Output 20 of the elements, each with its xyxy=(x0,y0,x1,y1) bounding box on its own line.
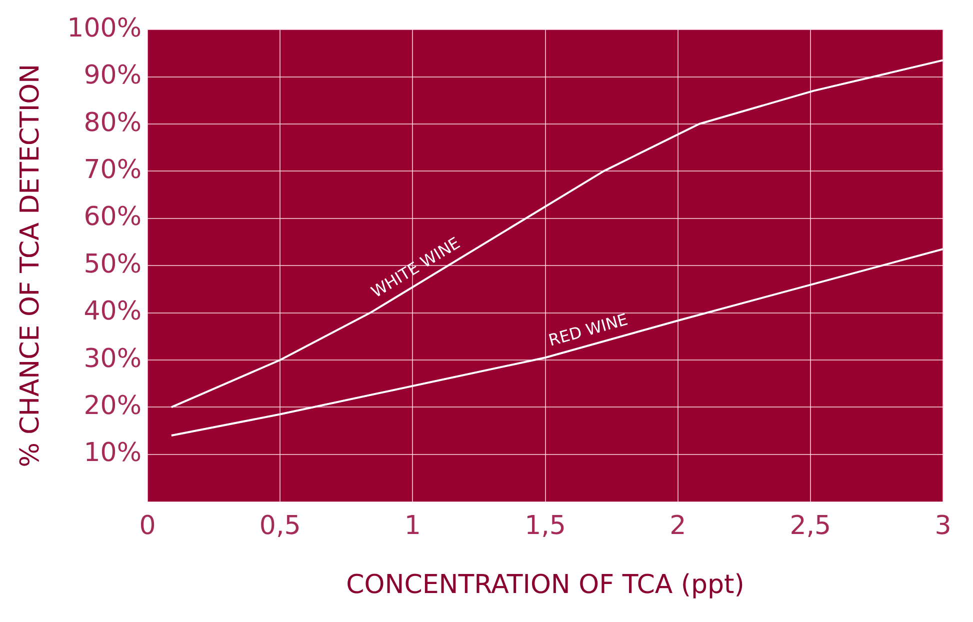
x-tick-label: 1 xyxy=(404,510,421,541)
x-axis-title: CONCENTRATION OF TCA (ppt) xyxy=(346,570,744,600)
y-tick-label: 80% xyxy=(84,108,142,138)
y-tick-label: 70% xyxy=(84,154,142,185)
y-tick-label: 40% xyxy=(84,296,142,327)
y-axis-title: % CHANCE OF TCA DETECTION xyxy=(15,64,46,468)
x-tick-label: 2 xyxy=(670,510,686,541)
y-tick-label: 50% xyxy=(84,249,142,280)
x-tick-label: 0,5 xyxy=(259,510,301,541)
y-tick-label: 60% xyxy=(84,202,142,232)
y-tick-label: 10% xyxy=(84,438,142,468)
x-tick-label: 3 xyxy=(934,510,952,541)
x-tick-label: 2,5 xyxy=(790,510,832,541)
y-tick-label: 20% xyxy=(84,390,142,421)
y-tick-label: 90% xyxy=(84,60,142,91)
x-tick-label: 0 xyxy=(139,510,156,541)
text: RED WINE xyxy=(546,310,630,350)
y-tick-label: 30% xyxy=(84,344,142,374)
x-tick-label: 1,5 xyxy=(524,510,566,541)
y-tick-label: 100% xyxy=(67,13,142,44)
